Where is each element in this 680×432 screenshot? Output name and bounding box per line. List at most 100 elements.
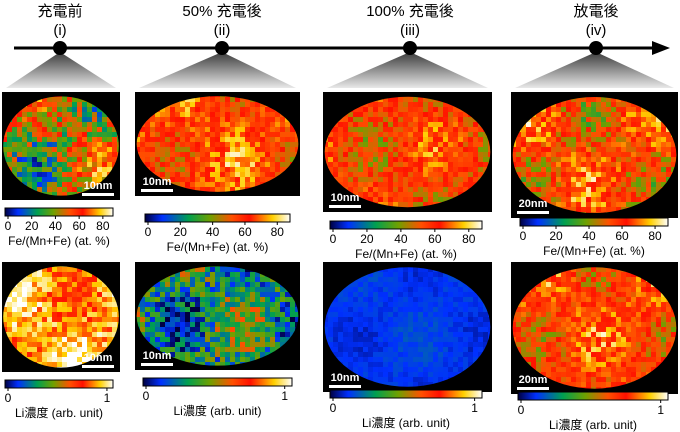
- pixel: [333, 142, 338, 147]
- pixel: [393, 117, 398, 122]
- pixel: [17, 112, 22, 117]
- pixel: [32, 167, 37, 172]
- pixel: [150, 287, 155, 292]
- pixel: [478, 317, 483, 322]
- pixel: [388, 302, 393, 307]
- pixel: [225, 342, 230, 347]
- pixel: [373, 312, 378, 317]
- pixel: [546, 132, 551, 137]
- pixel: [531, 182, 536, 187]
- pixel: [87, 282, 92, 287]
- pixel: [398, 362, 403, 367]
- pixel: [363, 317, 368, 322]
- pixel: [626, 117, 631, 122]
- pixel: [52, 332, 57, 337]
- pixel: [52, 272, 57, 277]
- pixel: [240, 327, 245, 332]
- pixel: [443, 287, 448, 292]
- pixel: [145, 337, 150, 342]
- pixel: [205, 337, 210, 342]
- pixel: [57, 157, 62, 162]
- pixel: [616, 167, 621, 172]
- pixel: [37, 287, 42, 292]
- pixel: [255, 132, 260, 137]
- pixel: [581, 157, 586, 162]
- pixel: [245, 122, 250, 127]
- pixel: [250, 317, 255, 322]
- pixel: [57, 267, 62, 272]
- pixel: [651, 167, 656, 172]
- pixel: [87, 357, 92, 362]
- pixel: [338, 147, 343, 152]
- pixel: [343, 332, 348, 337]
- pixel: [87, 102, 92, 107]
- pixel: [62, 177, 67, 182]
- pixel: [473, 352, 478, 357]
- pixel: [348, 182, 353, 187]
- pixel: [240, 152, 245, 157]
- pixel: [195, 292, 200, 297]
- pixel: [433, 287, 438, 292]
- pixel: [190, 357, 195, 362]
- pixel: [413, 342, 418, 347]
- pixel: [280, 332, 285, 337]
- pixel: [155, 137, 160, 142]
- pixel: [37, 337, 42, 342]
- pixel: [363, 172, 368, 177]
- pixel: [52, 292, 57, 297]
- pixel: [646, 152, 651, 157]
- pixel: [240, 117, 245, 122]
- pixel: [413, 137, 418, 142]
- pixel: [250, 172, 255, 177]
- pixel: [438, 322, 443, 327]
- pixel: [641, 152, 646, 157]
- pixel: [175, 347, 180, 352]
- pixel: [328, 162, 333, 167]
- pixel: [556, 167, 561, 172]
- pixel: [205, 302, 210, 307]
- pixel: [37, 272, 42, 277]
- pixel: [388, 112, 393, 117]
- pixel: [67, 307, 72, 312]
- pixel: [145, 137, 150, 142]
- pixel: [423, 382, 428, 387]
- pixel: [398, 327, 403, 332]
- pixel: [240, 317, 245, 322]
- pixel: [245, 182, 250, 187]
- pixel: [616, 117, 621, 122]
- pixel: [348, 122, 353, 127]
- pixel: [240, 182, 245, 187]
- pixel: [468, 352, 473, 357]
- pixel: [626, 172, 631, 177]
- pixel: [27, 317, 32, 322]
- pixel: [32, 272, 37, 277]
- pixel: [536, 117, 541, 122]
- pixel: [77, 107, 82, 112]
- pixel: [140, 152, 145, 157]
- pixel: [418, 377, 423, 382]
- pixel: [353, 122, 358, 127]
- pixel: [215, 297, 220, 302]
- pixel: [571, 137, 576, 142]
- pixel: [473, 147, 478, 152]
- pixel: [388, 147, 393, 152]
- pixel: [526, 147, 531, 152]
- pixel: [52, 187, 57, 192]
- pixel: [255, 107, 260, 112]
- pixel: [52, 362, 57, 367]
- pixel: [423, 307, 428, 312]
- pixel: [285, 327, 290, 332]
- pixel: [220, 347, 225, 352]
- pixel: [72, 147, 77, 152]
- pixel: [47, 362, 52, 367]
- pixel: [551, 192, 556, 197]
- pixel: [621, 152, 626, 157]
- pixel: [250, 312, 255, 317]
- pixel: [42, 352, 47, 357]
- pixel: [388, 297, 393, 302]
- pixel: [245, 172, 250, 177]
- pixel: [255, 147, 260, 152]
- pixel: [388, 102, 393, 107]
- pixel: [265, 142, 270, 147]
- pixel: [448, 137, 453, 142]
